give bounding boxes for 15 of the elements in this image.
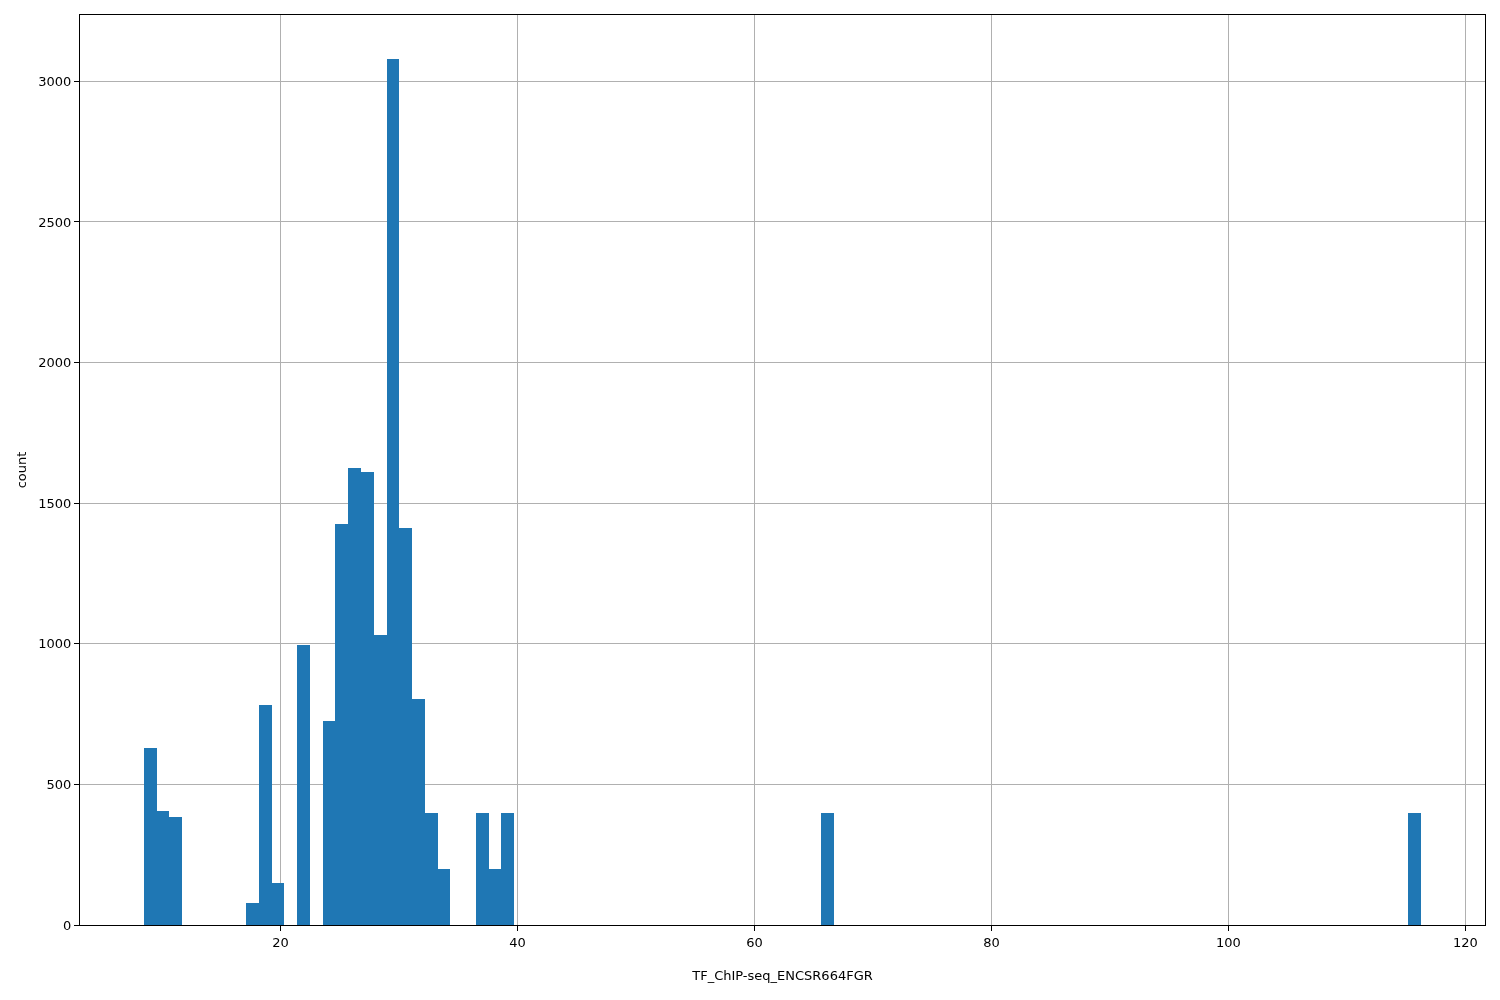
y-tick-label: 1000 <box>38 636 72 652</box>
y-axis-title: count <box>14 451 30 489</box>
y-tick-label: 2000 <box>38 355 72 371</box>
y-tick-label: 500 <box>46 776 72 792</box>
x-tick-label: 40 <box>509 934 526 950</box>
y-tick-label: 0 <box>63 917 72 933</box>
y-tick-label: 1500 <box>38 495 72 511</box>
y-tick-label: 3000 <box>38 73 72 89</box>
x-tick-label: 80 <box>983 934 1000 950</box>
x-tick-label: 120 <box>1453 934 1478 950</box>
x-axis-title: TF_ChIP-seq_ENCSR664FGR <box>691 968 873 984</box>
x-tick-label: 100 <box>1216 934 1241 950</box>
x-tick-label: 60 <box>746 934 763 950</box>
x-tick-label: 20 <box>272 934 289 950</box>
y-tick-label: 2500 <box>38 214 72 230</box>
